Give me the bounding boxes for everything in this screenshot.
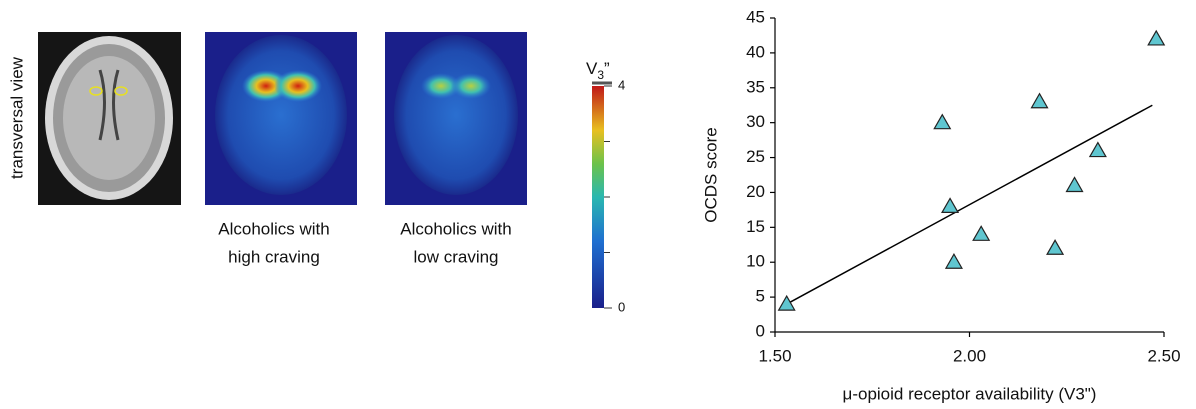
point — [942, 198, 958, 212]
point — [1090, 143, 1106, 157]
y-tick-label: 45 — [746, 7, 765, 26]
pet-high-craving — [205, 32, 357, 205]
y-axis-label: OCDS score — [701, 127, 720, 222]
point — [1047, 240, 1063, 254]
colorbar-label-main: V — [586, 59, 598, 78]
x-tick-label: 2.00 — [953, 346, 986, 365]
pet-low-craving — [385, 32, 527, 205]
caption: high craving — [228, 247, 320, 266]
y-tick-label: 0 — [756, 321, 765, 340]
point — [1067, 177, 1083, 191]
point — [946, 254, 962, 268]
point — [934, 115, 950, 129]
y-tick-label: 35 — [746, 77, 765, 96]
y-tick-label: 40 — [746, 42, 765, 61]
colorbar-tick-label: 0 — [618, 299, 625, 314]
mri-image — [38, 32, 181, 205]
caption: low craving — [413, 247, 498, 266]
colorbar-label-suffix: ” — [604, 59, 610, 78]
x-axis-label: μ-opioid receptor availability (V3") — [843, 384, 1097, 403]
trendline — [787, 105, 1153, 304]
point — [973, 226, 989, 240]
x-tick-label: 1.50 — [758, 346, 791, 365]
colorbar-label: V3” — [586, 59, 610, 82]
point — [1032, 94, 1048, 108]
y-tick-label: 25 — [746, 147, 765, 166]
colorbar — [592, 86, 604, 308]
view-label: transversal view — [7, 56, 26, 179]
y-tick-label: 10 — [746, 252, 765, 271]
y-tick-label: 5 — [756, 287, 765, 306]
point — [779, 296, 795, 310]
y-tick-label: 15 — [746, 217, 765, 236]
y-tick-label: 30 — [746, 112, 765, 131]
figure: transversal view Alcoholics with high cr… — [0, 0, 1196, 409]
colorbar-tick-label: 4 — [618, 77, 625, 92]
x-tick-label: 2.50 — [1147, 346, 1180, 365]
point — [1148, 31, 1164, 45]
y-tick-label: 20 — [746, 182, 765, 201]
caption: Alcoholics with — [400, 219, 512, 238]
caption: Alcoholics with — [218, 219, 330, 238]
